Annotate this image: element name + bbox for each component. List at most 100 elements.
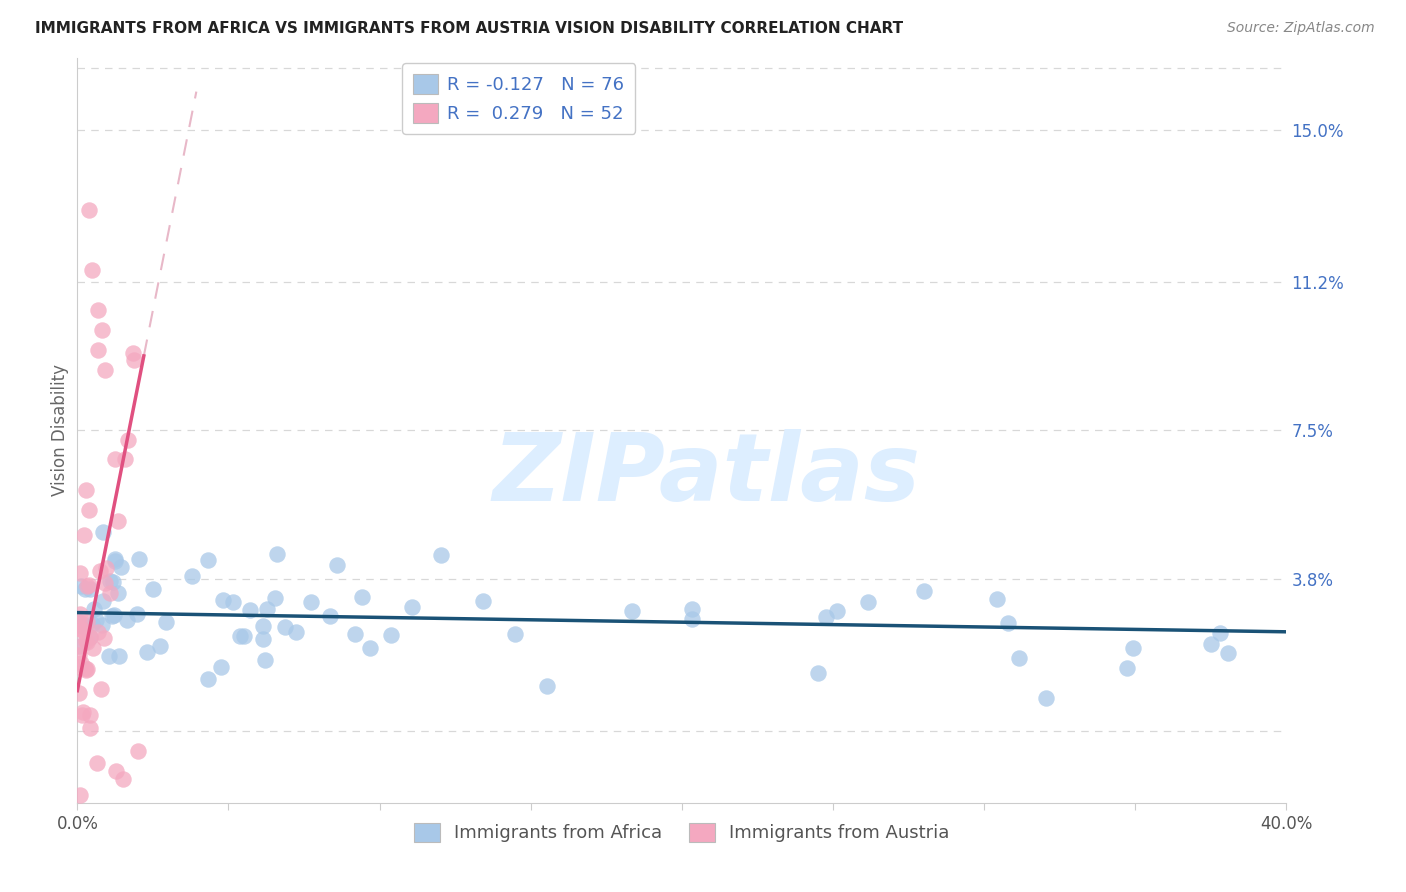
Point	[107, 586, 129, 600]
Point	[1035, 691, 1057, 706]
Point	[79, 630, 101, 644]
Point	[807, 665, 830, 680]
Point	[103, 608, 125, 623]
Point	[69, 788, 91, 802]
Point	[93, 363, 115, 377]
Text: IMMIGRANTS FROM AFRICA VS IMMIGRANTS FROM AUSTRIA VISION DISABILITY CORRELATION : IMMIGRANTS FROM AFRICA VS IMMIGRANTS FRO…	[35, 21, 903, 36]
Point	[69, 639, 91, 653]
Point	[98, 586, 121, 600]
Point	[90, 323, 112, 337]
Point	[359, 641, 381, 656]
Point	[117, 614, 139, 628]
Point	[620, 604, 643, 618]
Point	[70, 615, 93, 630]
Point	[72, 623, 94, 637]
Point	[75, 483, 97, 498]
Point	[80, 616, 103, 631]
Point	[70, 579, 93, 593]
Point	[87, 343, 110, 358]
Point	[70, 624, 93, 638]
Point	[212, 593, 235, 607]
Point	[814, 610, 837, 624]
Point	[1209, 626, 1232, 640]
Point	[299, 595, 322, 609]
Point	[505, 626, 527, 640]
Point	[318, 608, 340, 623]
Point	[233, 629, 256, 643]
Point	[536, 679, 558, 693]
Point	[79, 503, 101, 517]
Point	[76, 635, 98, 649]
Point	[87, 624, 110, 639]
Point	[72, 705, 94, 719]
Point	[70, 619, 93, 633]
Point	[274, 620, 297, 634]
Point	[75, 663, 97, 677]
Y-axis label: Vision Disability: Vision Disability	[51, 365, 69, 496]
Point	[79, 582, 101, 597]
Point	[252, 632, 274, 646]
Point	[197, 672, 219, 686]
Point	[75, 660, 97, 674]
Point	[263, 591, 285, 606]
Point	[254, 653, 277, 667]
Point	[124, 353, 146, 368]
Legend: Immigrants from Africa, Immigrants from Austria: Immigrants from Africa, Immigrants from …	[408, 815, 956, 850]
Point	[104, 554, 127, 568]
Point	[84, 613, 107, 627]
Point	[256, 602, 278, 616]
Point	[104, 451, 127, 466]
Point	[67, 648, 90, 662]
Point	[127, 744, 149, 758]
Point	[82, 263, 104, 277]
Point	[108, 648, 131, 663]
Text: ZIPatlas: ZIPatlas	[492, 429, 920, 521]
Point	[127, 607, 149, 621]
Point	[91, 524, 114, 539]
Point	[67, 615, 90, 629]
Point	[912, 584, 935, 599]
Point	[155, 615, 177, 629]
Point	[93, 594, 115, 608]
Point	[90, 681, 112, 696]
Point	[209, 660, 232, 674]
Point	[1201, 637, 1223, 651]
Point	[86, 756, 108, 770]
Point	[197, 552, 219, 566]
Point	[239, 602, 262, 616]
Point	[472, 594, 495, 608]
Point	[107, 514, 129, 528]
Point	[69, 566, 91, 581]
Point	[380, 627, 402, 641]
Point	[1115, 661, 1137, 675]
Point	[350, 590, 373, 604]
Point	[284, 624, 307, 639]
Point	[76, 579, 98, 593]
Point	[222, 594, 245, 608]
Point	[94, 560, 117, 574]
Point	[87, 303, 110, 318]
Point	[100, 608, 122, 623]
Point	[105, 764, 128, 778]
Point	[94, 576, 117, 591]
Point	[79, 707, 101, 722]
Point	[75, 633, 97, 648]
Point	[67, 659, 90, 673]
Point	[344, 626, 367, 640]
Point	[98, 574, 121, 588]
Point	[229, 630, 252, 644]
Point	[79, 721, 101, 735]
Point	[1216, 646, 1239, 660]
Point	[114, 452, 136, 467]
Point	[69, 621, 91, 635]
Point	[79, 630, 101, 644]
Point	[76, 615, 98, 629]
Point	[77, 578, 100, 592]
Point	[69, 656, 91, 670]
Point	[82, 641, 104, 656]
Point	[1008, 651, 1031, 665]
Point	[89, 564, 111, 578]
Point	[136, 644, 159, 658]
Point	[266, 547, 288, 561]
Point	[70, 707, 93, 722]
